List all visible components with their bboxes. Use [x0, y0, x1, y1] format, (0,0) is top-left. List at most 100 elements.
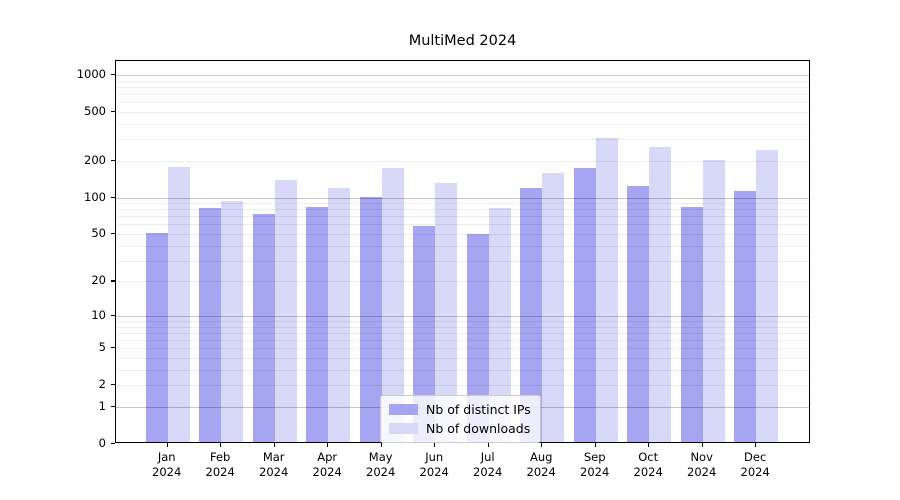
y-tick-label-100: 100: [84, 189, 106, 204]
x-tick-label-aug: Aug 2024: [526, 450, 556, 479]
gridline-minor-200: [116, 160, 809, 162]
bar-ips-sep: [573, 168, 596, 442]
bar-downloads-oct: [649, 147, 672, 442]
y-tick-label-20: 20: [91, 273, 106, 288]
y-tick-2: [111, 384, 115, 386]
x-tick-label-may: May 2024: [366, 450, 396, 479]
y-tick-200: [111, 159, 115, 161]
bar-ips-mar: [252, 213, 275, 442]
y-tick-label-5: 5: [98, 340, 106, 355]
gridline-minor-500: [116, 112, 809, 113]
gridline-major-100: [116, 197, 809, 199]
y-tick-label-1000: 1000: [76, 67, 106, 81]
x-tick-apr: [327, 443, 329, 447]
y-tick-label-0: 0: [98, 436, 106, 450]
gridline-minor-9: [116, 321, 809, 322]
x-tick-sep: [594, 443, 596, 447]
gridline-minor-40: [116, 245, 809, 247]
x-tick-may: [380, 443, 382, 447]
y-tick-0: [111, 443, 115, 445]
gridline-minor-900: [116, 80, 809, 82]
x-tick-mar: [273, 443, 275, 447]
gridline-minor-3: [116, 370, 809, 371]
x-tick-oct: [648, 443, 650, 447]
y-tick-500: [111, 111, 115, 113]
x-tick-label-feb: Feb 2024: [205, 450, 235, 479]
x-tick-jul: [487, 443, 489, 447]
x-tick-label-sep: Sep 2024: [580, 450, 610, 479]
bar-downloads-may: [381, 167, 404, 442]
gridline-major-1000: [116, 75, 809, 76]
chart-title: MultiMed 2024: [408, 33, 517, 49]
x-tick-label-jul: Jul 2024: [473, 450, 503, 479]
y-tick-1: [111, 406, 115, 408]
x-tick-jan: [166, 443, 168, 447]
bar-ips-oct: [627, 185, 650, 442]
y-tick-50: [111, 233, 115, 235]
bar-downloads-jul: [488, 208, 511, 442]
bar-ips-aug: [520, 188, 543, 442]
gridline-minor-600: [116, 102, 809, 104]
gridline-minor-8: [116, 326, 809, 328]
x-tick-label-jun: Jun 2024: [419, 450, 449, 479]
gridline-minor-800: [116, 86, 809, 88]
gridline-minor-7: [116, 332, 809, 334]
gridline-minor-70: [116, 216, 809, 218]
y-tick-1000: [111, 74, 115, 76]
gridline-minor-5: [116, 348, 809, 350]
gridline-major-10: [116, 315, 809, 317]
y-tick-label-10: 10: [91, 307, 106, 322]
y-tick-5: [111, 347, 115, 349]
bar-ips-jul: [466, 234, 489, 442]
gridline-minor-4: [116, 358, 809, 359]
gridline-minor-90: [116, 203, 809, 205]
y-tick-label-500: 500: [84, 104, 106, 118]
y-tick-label-1: 1: [98, 399, 106, 413]
bar-downloads-sep: [595, 137, 618, 442]
x-tick-label-oct: Oct 2024: [633, 450, 663, 479]
y-tick-10: [111, 314, 115, 317]
legend-label: Nb of distinct IPs: [426, 402, 531, 417]
bar-downloads-mar: [274, 180, 297, 442]
bar-ips-feb: [199, 208, 222, 442]
x-tick-aug: [541, 443, 543, 447]
x-tick-jun: [434, 443, 436, 447]
legend-swatch-downloads: [389, 423, 418, 434]
gridline-minor-60: [116, 224, 809, 226]
legend-label: Nb of downloads: [426, 421, 531, 436]
gridline-minor-50: [116, 234, 809, 235]
bar-downloads-jun: [435, 183, 458, 442]
gridline-minor-20: [116, 281, 809, 283]
x-tick-label-mar: Mar 2024: [259, 450, 289, 479]
plot-area: Nb of distinct IPs Nb of downloads: [115, 60, 810, 443]
legend: Nb of distinct IPs Nb of downloads: [380, 395, 541, 443]
bar-downloads-feb: [221, 200, 244, 442]
x-tick-nov: [701, 443, 703, 447]
legend-item-downloads: Nb of downloads: [389, 421, 531, 436]
gridline-minor-400: [116, 123, 809, 125]
x-tick-label-jan: Jan 2024: [152, 450, 182, 479]
gridline-minor-2: [116, 385, 809, 387]
bar-downloads-dec: [756, 149, 779, 442]
y-tick-20: [111, 280, 115, 282]
x-tick-label-nov: Nov 2024: [687, 450, 717, 479]
x-tick-label-apr: Apr 2024: [312, 450, 342, 479]
bar-downloads-jan: [167, 167, 190, 442]
y-tick-100: [111, 196, 115, 198]
y-tick-label-50: 50: [91, 226, 106, 240]
bar-ips-jan: [145, 233, 168, 442]
bar-downloads-aug: [542, 172, 565, 442]
gridline-minor-300: [116, 139, 809, 141]
legend-swatch-distinct-ips: [389, 404, 418, 415]
bar-downloads-nov: [702, 160, 725, 442]
bar-ips-dec: [734, 190, 757, 442]
bar-ips-may: [359, 197, 382, 442]
bar-ips-apr: [306, 206, 329, 442]
x-tick-feb: [220, 443, 222, 447]
x-tick-dec: [755, 443, 757, 447]
legend-item-distinct-ips: Nb of distinct IPs: [389, 402, 531, 417]
y-tick-label-2: 2: [98, 377, 106, 392]
x-tick-label-dec: Dec 2024: [740, 450, 770, 479]
bar-ips-nov: [680, 207, 703, 442]
